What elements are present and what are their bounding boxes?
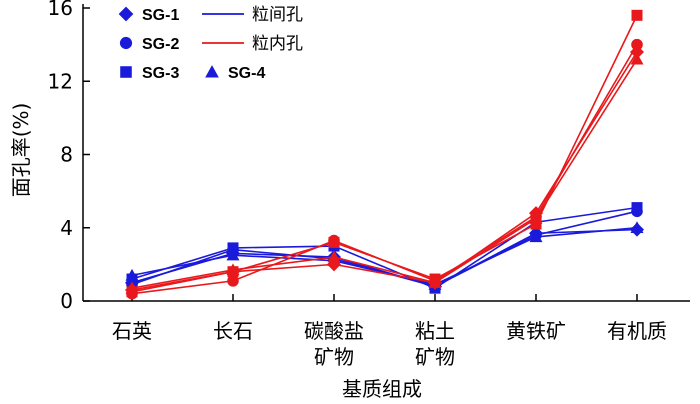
x-tick-label-line: 矿物 — [415, 345, 455, 369]
data-point — [428, 276, 442, 288]
y-tick-label: 12 — [48, 69, 73, 93]
legend-label-sg-3: SG-3 — [142, 65, 179, 82]
data-point — [227, 275, 239, 287]
series-line — [131, 226, 638, 286]
data-point — [529, 230, 543, 243]
x-tick-label-line: 黄铁矿 — [506, 319, 566, 343]
data-point — [328, 236, 340, 248]
x-tick-label: 长石 — [213, 319, 253, 343]
data-point — [227, 242, 239, 254]
x-tick-label: 粘土矿物 — [415, 319, 455, 369]
x-tick-label: 有机质 — [607, 319, 667, 343]
y-tick-label: 0 — [60, 289, 73, 313]
legend-label-sg-1: SG-1 — [142, 7, 179, 24]
series-line — [131, 58, 638, 289]
y-tick-label: 8 — [60, 143, 73, 167]
data-point — [530, 218, 542, 230]
data-point — [226, 248, 240, 261]
series-sg-3-intergranular — [126, 202, 643, 294]
data-point — [125, 281, 139, 294]
x-tick-label: 石英 — [112, 319, 152, 343]
series-line — [131, 14, 638, 293]
series-line — [131, 206, 638, 290]
data-point — [631, 9, 643, 21]
data-point — [226, 263, 240, 276]
x-tick-label-line: 石英 — [112, 319, 152, 343]
legend-label-sg-2: SG-2 — [142, 36, 179, 53]
data-point — [631, 38, 643, 51]
x-tick-label-line: 碳酸盐 — [304, 319, 364, 343]
legend-label-intergranular: 粒间孔 — [252, 5, 303, 25]
x-tick-label-line: 粘土 — [415, 319, 455, 343]
x-tick-label-line: 有机质 — [607, 319, 667, 343]
legend-label-sg-4: SG-4 — [228, 65, 265, 82]
legend-marker-sg-1 — [118, 6, 134, 22]
data-point — [631, 202, 643, 214]
legend-marker-sg-3 — [120, 66, 132, 78]
y-tick-label: 16 — [48, 0, 73, 20]
x-tick-label: 碳酸盐矿物 — [304, 319, 364, 369]
data-point — [125, 268, 139, 281]
data-point — [630, 221, 644, 233]
x-tick-label-line: 长石 — [213, 319, 253, 343]
data-point — [630, 52, 644, 65]
series-sg-4-intragranular — [125, 52, 644, 294]
x-tick-label: 黄铁矿 — [506, 319, 566, 343]
series-layer — [125, 9, 644, 300]
y-tick-label: 4 — [60, 216, 73, 240]
data-point — [327, 250, 341, 263]
x-tick-label-line: 矿物 — [314, 345, 354, 369]
series-sg-3-intragranular — [126, 9, 643, 298]
legend-label-intragranular: 粒内孔 — [252, 34, 303, 54]
y-axis-title: 面孔率(%) — [9, 103, 33, 198]
x-axis-title: 基质组成 — [342, 377, 422, 401]
legend-marker-sg-4 — [205, 65, 219, 78]
legend-marker-sg-2 — [119, 36, 133, 50]
data-point — [529, 212, 543, 224]
